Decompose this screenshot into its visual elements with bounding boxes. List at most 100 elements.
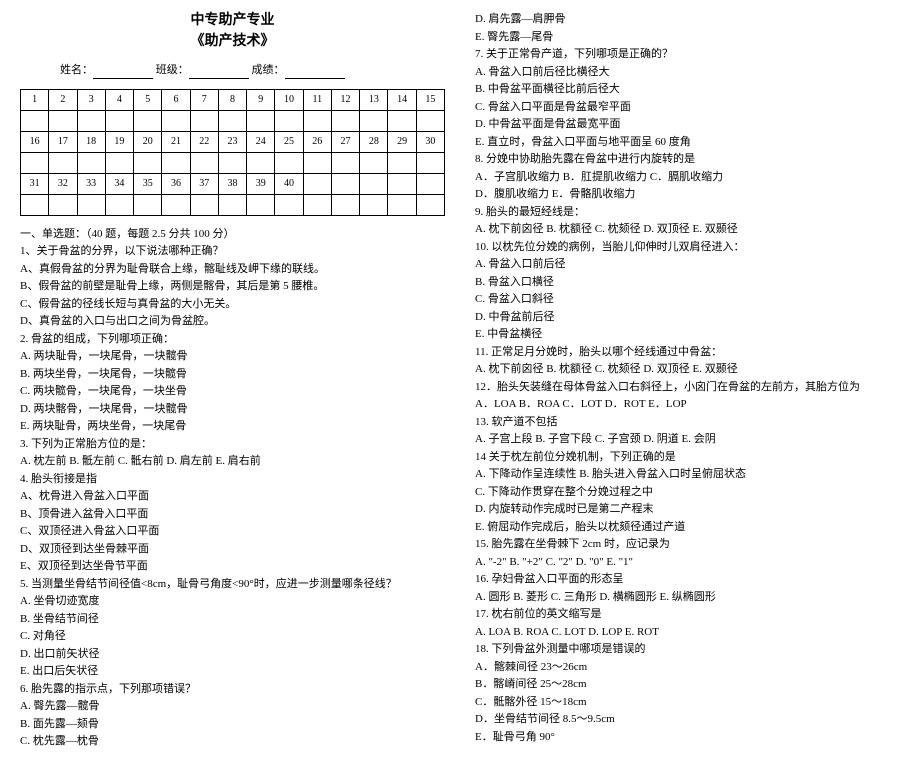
score-blank[interactable] [285,66,345,79]
question-line: C. 下降动作贯穿在整个分娩过程之中 [475,484,900,501]
question-line: A. 枕下前囟径 B. 枕额径 C. 枕颏径 D. 双顶径 E. 双颞径 [475,221,900,238]
question-line: B. 坐骨结节间径 [20,611,445,628]
answer-cell [303,173,331,194]
answer-cell [331,194,359,215]
answer-cell: 26 [303,131,331,152]
question-line: A. 骨盆入口前后径 [475,256,900,273]
question-line: 3. 下列为正常胎方位的是： [20,436,445,453]
title-line1: 中专助产专业 [20,10,445,31]
question-line: A. 枕下前囟径 B. 枕额径 C. 枕颏径 D. 双顶径 E. 双颞径 [475,361,900,378]
answer-cell: 40 [275,173,303,194]
question-line: D．腹肌收缩力 E．骨骼肌收缩力 [475,186,900,203]
answer-cell: 6 [162,89,190,110]
answer-cell [21,152,49,173]
answer-cell [134,110,162,131]
answer-cell [331,152,359,173]
question-line: 17. 枕右前位的英文缩写是 [475,606,900,623]
question-line: 18. 下列骨盆外测量中哪项是错误的 [475,641,900,658]
answer-cell [105,152,133,173]
question-line: C、双顶径进入骨盆入口平面 [20,523,445,540]
question-line: A. 两块耻骨，一块尾骨，一块髋骨 [20,348,445,365]
answer-cell [105,194,133,215]
answer-cell [416,110,444,131]
answer-cell [416,194,444,215]
answer-cell [190,152,218,173]
question-line: A. LOA B. ROA C. LOT D. LOP E. ROT [475,624,900,641]
class-blank[interactable] [189,66,249,79]
question-line: B. 中骨盆平面横径比前后径大 [475,81,900,98]
answer-cell [77,194,105,215]
answer-cell [388,110,416,131]
answer-cell: 28 [360,131,388,152]
question-line: 12．胎头矢装缝在母体骨盆入口右斜径上，小囟门在骨盆的左前方，其胎方位为 [475,379,900,396]
answer-cell [416,152,444,173]
answer-cell: 39 [247,173,275,194]
answer-cell [162,152,190,173]
answer-cell: 4 [105,89,133,110]
answer-cell: 15 [416,89,444,110]
left-column: 中专助产专业 《助产技术》 姓名： 班级： 成绩： 12345678910111… [20,10,445,751]
answer-grid: 1234567891011121314151617181920212223242… [20,89,445,216]
student-info: 姓名： 班级： 成绩： [60,62,445,79]
answer-cell: 25 [275,131,303,152]
answer-cell [162,110,190,131]
answer-cell: 7 [190,89,218,110]
question-line: A. 坐骨切迹宽度 [20,593,445,610]
answer-cell [190,194,218,215]
score-label: 成绩： [252,64,285,76]
answer-cell [247,152,275,173]
question-line: A．子宫肌收缩力 B．肛提肌收缩力 C．膈肌收缩力 [475,169,900,186]
answer-cell [388,194,416,215]
answer-cell [388,173,416,194]
question-line: E. 两块耻骨，两块坐骨，一块尾骨 [20,418,445,435]
answer-cell: 20 [134,131,162,152]
answer-cell [218,110,246,131]
question-line: D．坐骨结节间径 8.5～9.5cm [475,711,900,728]
answer-cell [49,152,77,173]
answer-cell [247,194,275,215]
question-line: 11. 正常足月分娩时，胎头以哪个经线通过中骨盆： [475,344,900,361]
question-line: 1、关于骨盆的分界，以下说法哪种正确？ [20,243,445,260]
name-blank[interactable] [93,66,153,79]
question-line: A、枕骨进入骨盆入口平面 [20,488,445,505]
answer-cell: 30 [416,131,444,152]
question-line: B、顶骨进入盆骨入口平面 [20,506,445,523]
question-line: D. 出口前矢状径 [20,646,445,663]
question-line: B. 两块坐骨，一块尾骨，一块髋骨 [20,366,445,383]
question-line: 7. 关于正常骨产道，下列哪项是正确的？ [475,46,900,63]
answer-cell [360,110,388,131]
question-line: A．LOA B．ROA C．LOT D．ROT E．LOP [475,396,900,413]
answer-cell: 29 [388,131,416,152]
question-line: C、假骨盆的径线长短与真骨盆的大小无关。 [20,296,445,313]
answer-cell [416,173,444,194]
answer-cell: 3 [77,89,105,110]
name-label: 姓名： [60,64,93,76]
question-line: C. 枕先露—枕骨 [20,733,445,750]
answer-cell [190,110,218,131]
question-line: A、真假骨盆的分界为耻骨联合上缘，髂耻线及岬下缘的联线。 [20,261,445,278]
question-line: 8. 分娩中协助胎先露在骨盆中进行内旋转的是 [475,151,900,168]
question-line: E. 直立时，骨盆入口平面与地平面呈 60 度角 [475,134,900,151]
answer-cell: 22 [190,131,218,152]
answer-cell [21,110,49,131]
answer-cell [218,194,246,215]
answer-cell: 11 [303,89,331,110]
question-line: 14 关于枕左前位分娩机制，下列正确的是 [475,449,900,466]
question-line: B. 面先露—颏骨 [20,716,445,733]
title-line2: 《助产技术》 [20,31,445,52]
answer-cell [105,110,133,131]
question-line: D. 中骨盆平面是骨盆最宽平面 [475,116,900,133]
question-line: 一、单选题：（40 题，每题 2.5 分共 100 分） [20,226,445,243]
question-line: A. 枕左前 B. 骶左前 C. 骶右前 D. 肩左前 E. 肩右前 [20,453,445,470]
answer-cell [275,110,303,131]
question-line: 2. 骨盆的组成，下列哪项正确： [20,331,445,348]
answer-cell: 31 [21,173,49,194]
answer-cell: 21 [162,131,190,152]
question-line: D. 中骨盆前后径 [475,309,900,326]
answer-cell: 13 [360,89,388,110]
class-label: 班级： [156,64,189,76]
answer-cell [331,110,359,131]
answer-cell: 9 [247,89,275,110]
question-line: D. 内旋转动作完成时已是第二产程末 [475,501,900,518]
answer-cell: 8 [218,89,246,110]
